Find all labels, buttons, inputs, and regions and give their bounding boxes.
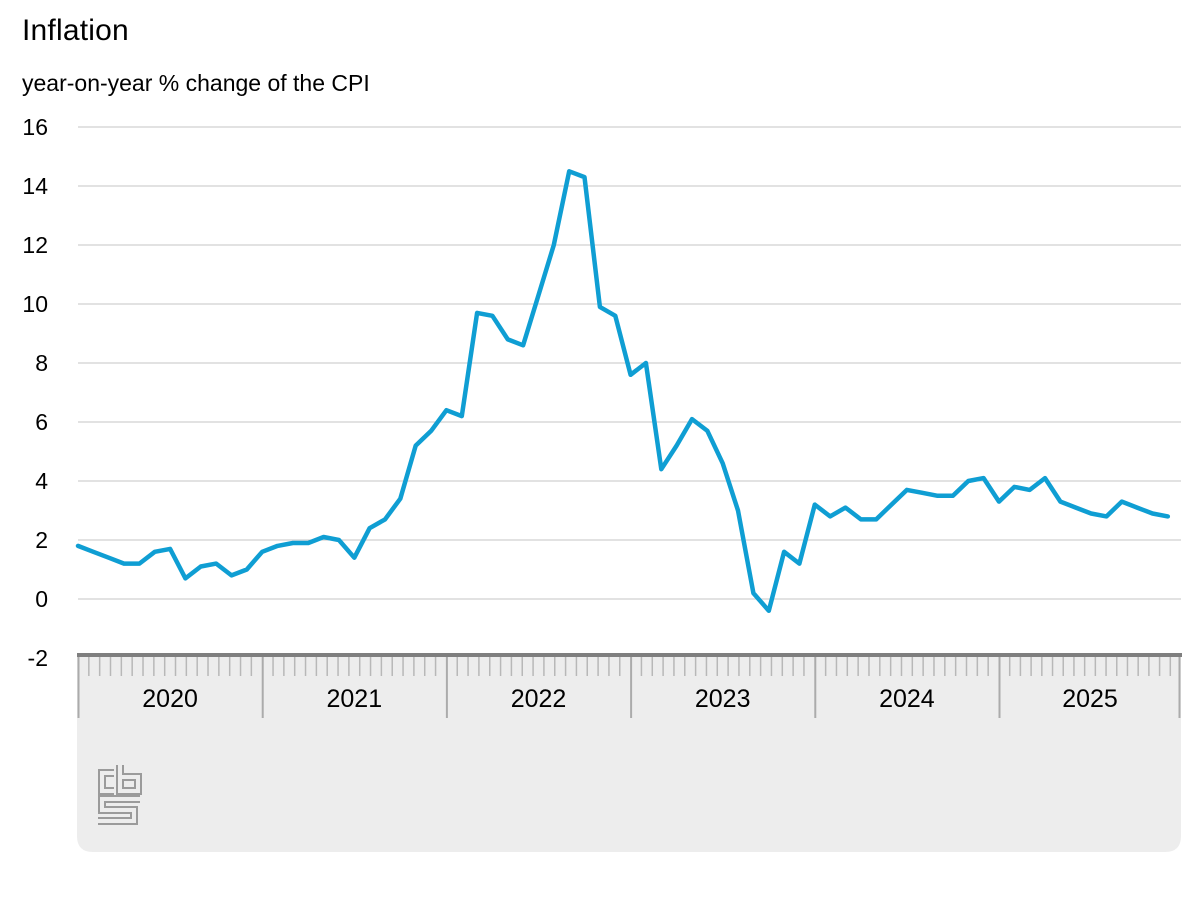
year-label: 2025: [1062, 685, 1118, 713]
cbs-logo-counter: [100, 771, 114, 793]
y-axis-label: 0: [35, 586, 48, 612]
cbs-logo-counter: [118, 775, 140, 793]
y-axis-label: 4: [35, 468, 48, 494]
y-axis-label: -2: [28, 645, 48, 671]
y-axis-label: 12: [22, 232, 48, 258]
year-label: 2024: [879, 685, 935, 713]
cbs-logo-counter: [98, 797, 140, 823]
year-label: 2023: [695, 685, 751, 713]
y-axis-label: 14: [22, 173, 48, 199]
y-axis-label: 10: [22, 291, 48, 317]
x-axis-band: [77, 653, 1181, 852]
chart-title: Inflation: [22, 14, 129, 47]
y-axis-label: 2: [35, 527, 48, 553]
y-axis-label: 8: [35, 350, 48, 376]
cpi-line: [75, 169, 1171, 614]
year-label: 2022: [511, 685, 567, 713]
year-label: 2021: [326, 685, 382, 713]
year-label: 2020: [142, 685, 198, 713]
y-axis-label: 6: [35, 409, 48, 435]
chart-subtitle: year-on-year % change of the CPI: [22, 70, 370, 96]
y-axis-label: 16: [22, 114, 48, 140]
cbs-logo-icon: [98, 765, 142, 825]
axis-baseline: [77, 653, 1182, 657]
